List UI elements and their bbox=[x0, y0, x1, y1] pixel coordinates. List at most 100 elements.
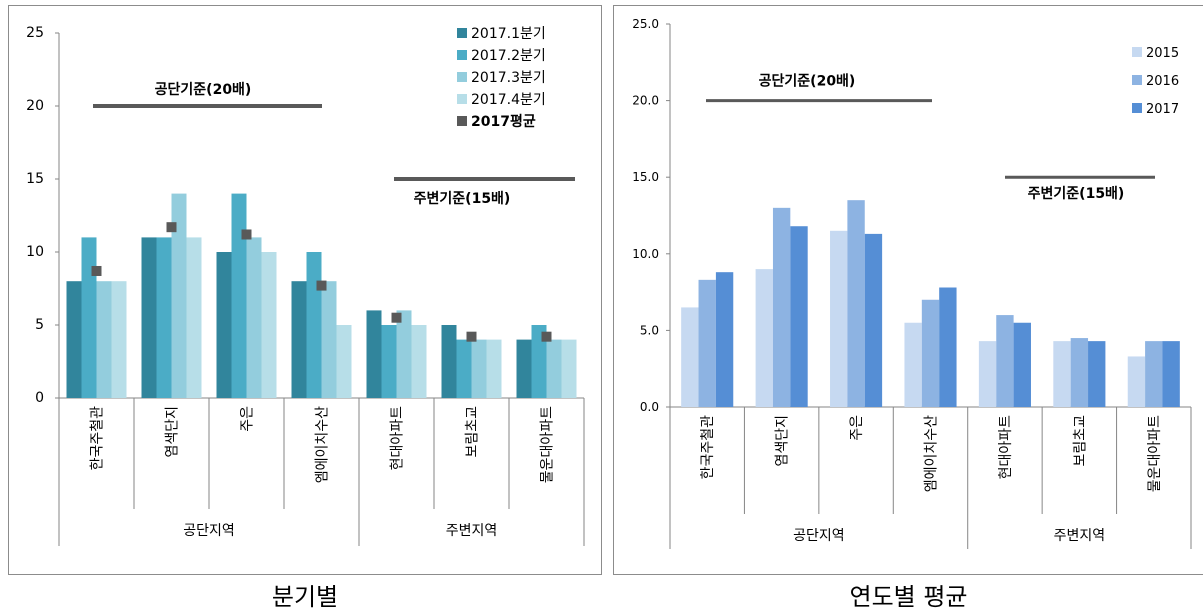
category-label: 염색단지 bbox=[775, 415, 791, 467]
bar bbox=[366, 310, 382, 398]
bar bbox=[847, 200, 865, 407]
legend-label: 2016 bbox=[1146, 74, 1179, 89]
y-tick-label: 0.0 bbox=[640, 400, 659, 414]
bar bbox=[978, 341, 997, 407]
bar bbox=[411, 325, 427, 398]
y-tick-label: 25.0 bbox=[632, 17, 659, 31]
y-tick-label: 0 bbox=[35, 390, 44, 406]
y-tick-label: 15.0 bbox=[632, 170, 659, 184]
y-tick-label: 20 bbox=[26, 98, 44, 114]
group-label: 주변지역 bbox=[1054, 528, 1106, 544]
bar bbox=[306, 252, 322, 398]
legend-swatch bbox=[1132, 103, 1142, 113]
bar bbox=[156, 237, 172, 398]
category-label: 엠에이치수산 bbox=[924, 415, 940, 492]
bar bbox=[939, 287, 957, 407]
y-tick-label: 20.0 bbox=[632, 94, 659, 108]
y-tick-label: 5.0 bbox=[640, 323, 659, 337]
bar bbox=[1013, 322, 1031, 407]
bar bbox=[1145, 341, 1163, 407]
bar bbox=[516, 339, 532, 398]
bar bbox=[531, 325, 547, 398]
category-label: 엠에이치수산 bbox=[315, 406, 331, 483]
category-label: 염색단지 bbox=[165, 406, 181, 458]
annual-chart-panel: 0.0 5.0 10.0 15.0 20.0 25.0 공단지역 주변지역 한국주철관 염색단지 주… bbox=[613, 5, 1203, 575]
legend-label: 2017.4분기 bbox=[471, 92, 546, 108]
bar bbox=[171, 193, 187, 398]
bar bbox=[698, 279, 716, 407]
legend-swatch bbox=[457, 50, 467, 60]
bar bbox=[81, 237, 97, 398]
quarterly-chart: 0 5 10 15 20 25 공단지역 주변지역 한국주철관 염색단지 주은 엠에이치수산 현대아파트… bbox=[26, 25, 585, 546]
average-marker bbox=[391, 312, 402, 323]
legend-swatch bbox=[1132, 75, 1142, 85]
reference-label: 주변기준(15배) bbox=[414, 191, 511, 207]
category-label: 주은 bbox=[849, 415, 865, 441]
legend-label: 2017.3분기 bbox=[471, 70, 546, 86]
bar bbox=[1053, 341, 1071, 407]
bar bbox=[715, 272, 734, 407]
bar bbox=[141, 237, 157, 398]
bar bbox=[772, 207, 791, 407]
bar bbox=[830, 230, 848, 407]
annual-chart-caption: 연도별 평균 bbox=[849, 583, 968, 611]
category-label: 물운대아파트 bbox=[540, 406, 556, 483]
category-label: 현대아파트 bbox=[998, 415, 1014, 480]
bar bbox=[904, 322, 922, 407]
y-tick-label: 5 bbox=[35, 317, 44, 333]
category-label: 물운대아파트 bbox=[1147, 415, 1163, 492]
category-label: 주은 bbox=[240, 406, 256, 432]
bar bbox=[996, 315, 1014, 407]
bar bbox=[546, 339, 562, 398]
y-tick-label: 25 bbox=[26, 25, 44, 41]
bar bbox=[291, 281, 307, 398]
bar bbox=[1162, 341, 1180, 407]
bar bbox=[456, 339, 472, 398]
bar bbox=[231, 193, 247, 398]
bar bbox=[396, 310, 412, 398]
bar bbox=[321, 281, 337, 398]
bar bbox=[755, 269, 773, 407]
reference-label: 공단기준(20배) bbox=[759, 73, 856, 90]
bar bbox=[246, 237, 262, 398]
bar bbox=[261, 252, 277, 398]
bar bbox=[1088, 341, 1106, 407]
reference-label: 주변기준(15배) bbox=[1028, 186, 1125, 202]
legend-swatch bbox=[457, 28, 467, 38]
average-marker bbox=[241, 229, 252, 240]
quarterly-chart-panel: 0 5 10 15 20 25 공단지역 주변지역 한국주철관 염색단지 주은 엠에이치수산 현대아파트… bbox=[8, 5, 602, 575]
average-marker bbox=[466, 331, 477, 342]
legend-label: 2017 bbox=[1146, 102, 1179, 117]
quarterly-chart-caption: 분기별 bbox=[271, 583, 339, 611]
bar bbox=[441, 325, 457, 398]
category-label: 한국주철관 bbox=[90, 406, 106, 471]
group-label: 공단지역 bbox=[183, 523, 235, 539]
average-marker bbox=[541, 331, 552, 342]
category-label: 보림초교 bbox=[465, 406, 481, 458]
bar bbox=[561, 339, 577, 398]
bar bbox=[381, 325, 397, 398]
average-marker bbox=[316, 280, 327, 291]
bar bbox=[1127, 356, 1146, 407]
legend-label: 2015 bbox=[1146, 46, 1179, 61]
legend-label: 2017.1분기 bbox=[471, 26, 546, 42]
legend-swatch bbox=[457, 116, 467, 126]
bar bbox=[486, 339, 502, 398]
reference-label: 공단기준(20배) bbox=[155, 81, 252, 98]
category-label: 현대아파트 bbox=[390, 406, 406, 471]
bar bbox=[1070, 338, 1089, 407]
bar bbox=[96, 281, 112, 398]
bar bbox=[681, 307, 699, 407]
bar bbox=[216, 252, 232, 398]
category-label: 한국주철관 bbox=[700, 415, 716, 480]
bar bbox=[921, 299, 940, 407]
bar bbox=[66, 281, 82, 398]
group-label: 공단지역 bbox=[793, 528, 845, 544]
category-label: 보림초교 bbox=[1072, 415, 1088, 467]
bar bbox=[471, 339, 487, 398]
legend-label: 2017평균 bbox=[471, 113, 536, 130]
average-marker bbox=[166, 222, 177, 233]
legend-swatch bbox=[1132, 47, 1142, 57]
group-label: 주변지역 bbox=[446, 523, 498, 539]
y-tick-label: 10 bbox=[26, 244, 44, 260]
